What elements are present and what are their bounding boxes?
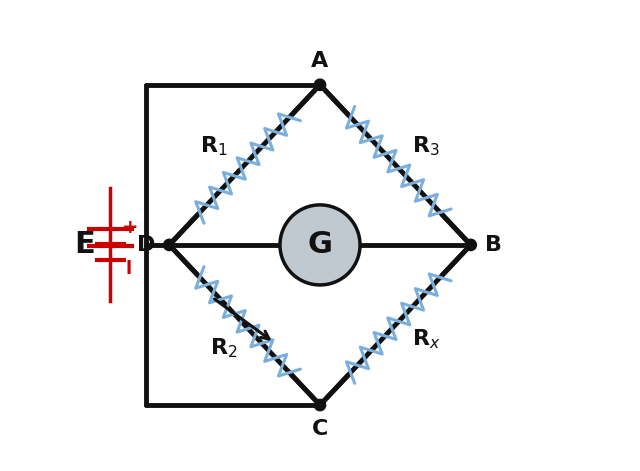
Circle shape xyxy=(465,239,476,251)
Ellipse shape xyxy=(280,205,360,285)
Text: +: + xyxy=(122,218,138,236)
Text: G: G xyxy=(307,230,333,260)
Text: E: E xyxy=(74,230,95,260)
Text: B: B xyxy=(485,235,502,255)
Text: R$_x$: R$_x$ xyxy=(412,327,440,351)
Text: R$_2$: R$_2$ xyxy=(210,337,237,360)
Circle shape xyxy=(164,239,175,251)
Text: C: C xyxy=(312,419,328,439)
Text: D: D xyxy=(137,235,155,255)
Text: l: l xyxy=(125,260,131,278)
Text: R$_3$: R$_3$ xyxy=(412,134,440,158)
Circle shape xyxy=(314,79,326,90)
Circle shape xyxy=(314,399,326,411)
Text: A: A xyxy=(312,51,328,71)
Text: R$_1$: R$_1$ xyxy=(200,134,228,158)
